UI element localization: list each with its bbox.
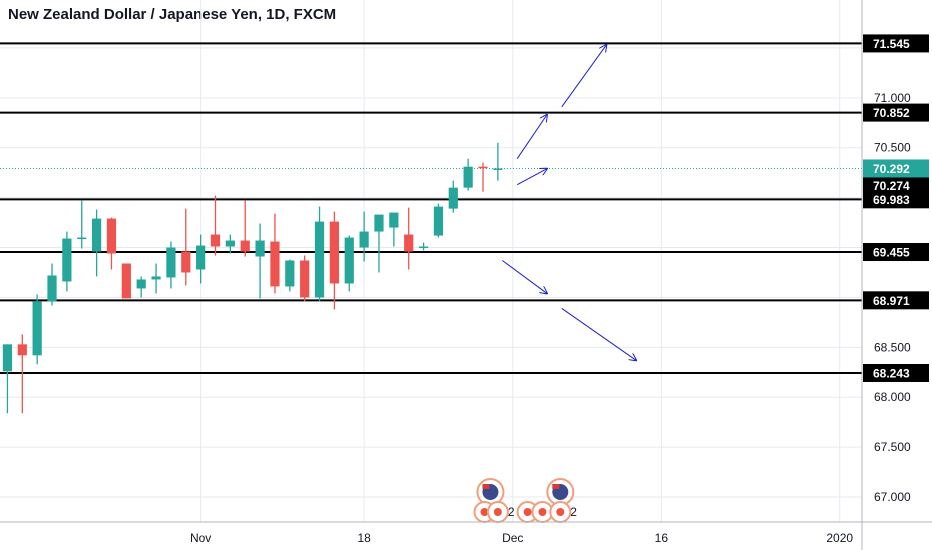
candle-body [17, 344, 27, 356]
level-tag [863, 291, 929, 310]
candle-body [344, 237, 354, 284]
event-dot-icon[interactable] [480, 508, 489, 516]
candle-body [374, 214, 384, 232]
level-tag-label: 70.852 [873, 106, 910, 120]
level-layer [0, 42, 862, 374]
candle-body [136, 279, 146, 289]
y-tick-label: 68.000 [874, 390, 911, 404]
candle-body [62, 238, 72, 282]
candle-body [463, 166, 473, 188]
candle-body [493, 168, 503, 170]
level-tag [863, 363, 929, 382]
candle-body [196, 245, 206, 270]
candle-body [389, 212, 399, 228]
candle-body [418, 246, 429, 249]
trend-arrow [516, 169, 547, 186]
trend-arrow [502, 260, 547, 294]
candle-body [91, 218, 102, 252]
level-tag [863, 34, 929, 53]
candle-body [329, 221, 340, 284]
candle-body [77, 237, 87, 240]
level-tag-label: 68.243 [873, 366, 910, 380]
level-tag-label: 68.971 [873, 294, 910, 308]
candle-body [240, 240, 250, 252]
level-tag-label: 70.274 [873, 179, 910, 193]
level-tag-label: 69.983 [873, 193, 910, 207]
candle-body [106, 218, 117, 254]
candle-body [359, 231, 369, 248]
level-tag [863, 243, 929, 262]
candle-body [225, 240, 235, 247]
x-tick-label: Dec [502, 531, 523, 545]
event-count: 2 [570, 505, 577, 519]
current-price-label: 70.292 [873, 162, 910, 176]
arrow-layer [502, 45, 636, 360]
level-tag-label: 69.455 [873, 246, 910, 260]
event-dot-icon[interactable] [523, 508, 532, 516]
candle-body [47, 275, 57, 302]
candle-body [285, 260, 295, 287]
x-tick-label: Nov [190, 531, 211, 545]
current-price-tag [863, 159, 929, 178]
event-dot-icon[interactable] [493, 508, 502, 516]
candle-body [151, 276, 161, 280]
event-dot-icon[interactable] [556, 508, 565, 516]
candle-body [255, 240, 265, 257]
candle-layer [2, 142, 503, 414]
chart-title: New Zealand Dollar / Japanese Yen, 1D, F… [8, 6, 337, 23]
y-tick-label: 67.000 [874, 490, 911, 504]
badge-layer: 252 [473, 478, 577, 523]
candle-body [166, 247, 176, 278]
x-tick-label: 16 [655, 531, 669, 545]
candle-body [2, 344, 13, 372]
trend-arrow [561, 45, 607, 108]
event-count: 2 [508, 505, 515, 519]
candle-body [448, 187, 458, 209]
candle-body [300, 260, 310, 298]
candle-body [404, 234, 414, 252]
candle-body [314, 221, 325, 298]
candle-body [478, 166, 488, 169]
y-tick-label: 67.500 [874, 440, 911, 454]
level-tag-label: 71.545 [873, 37, 910, 51]
candle-body [181, 251, 191, 273]
candle-body [121, 263, 131, 299]
y-tick-label: 70.500 [874, 141, 911, 155]
x-tick-label: 18 [357, 531, 371, 545]
flag-corner [482, 484, 490, 489]
candle-body [433, 206, 444, 236]
y-tick-label: 71.000 [874, 91, 911, 105]
trend-arrow [516, 115, 547, 159]
level-tag [863, 103, 929, 122]
level-tag [863, 176, 929, 195]
grid-layer [0, 0, 862, 522]
y-tick-label: 68.500 [874, 340, 911, 354]
level-tag [863, 190, 929, 209]
flag-corner [552, 484, 560, 489]
candle-body [32, 301, 42, 356]
x-tick-label: 2020 [826, 531, 853, 545]
candle-body [210, 234, 221, 247]
trend-arrow [561, 307, 636, 360]
event-dot-icon[interactable] [538, 508, 547, 516]
candle-body [270, 241, 280, 287]
